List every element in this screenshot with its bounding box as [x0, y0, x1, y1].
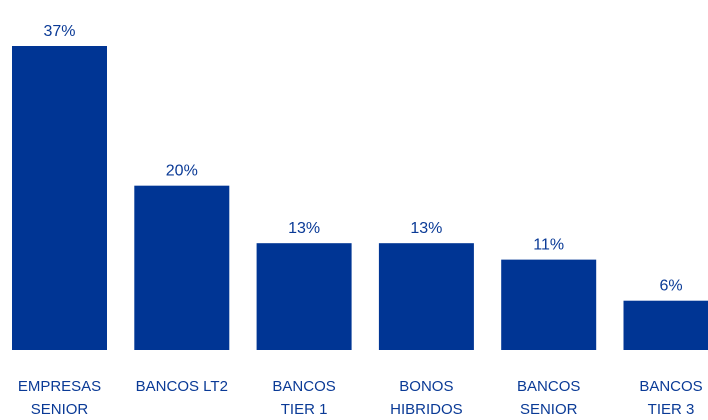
value-label: 13%	[410, 220, 442, 237]
x-tick-label: EMPRESAS	[18, 378, 101, 395]
x-tick-label: SENIOR	[520, 401, 578, 418]
x-tick-label: BANCOS	[639, 378, 702, 395]
x-tick-label: TIER 3	[648, 401, 695, 418]
bar	[256, 243, 352, 350]
value-label: 37%	[43, 23, 75, 40]
bar	[501, 259, 597, 350]
x-tick-label: BANCOS	[272, 378, 335, 395]
x-tick-label: BANCOS LT2	[136, 378, 228, 395]
x-tick-label: HIBRIDOS	[390, 401, 463, 418]
bar	[378, 243, 474, 350]
bar	[12, 46, 107, 350]
value-label: 11%	[533, 237, 564, 254]
x-tick-label: TIER 1	[281, 401, 328, 418]
bar	[623, 300, 708, 350]
x-tick-label: BANCOS	[517, 378, 580, 395]
value-label: 13%	[288, 220, 320, 237]
value-label: 6%	[659, 278, 682, 295]
bar	[134, 185, 230, 350]
x-tick-label: BONOS	[399, 378, 453, 395]
value-label: 20%	[166, 163, 198, 180]
x-tick-label: SENIOR	[31, 401, 89, 418]
